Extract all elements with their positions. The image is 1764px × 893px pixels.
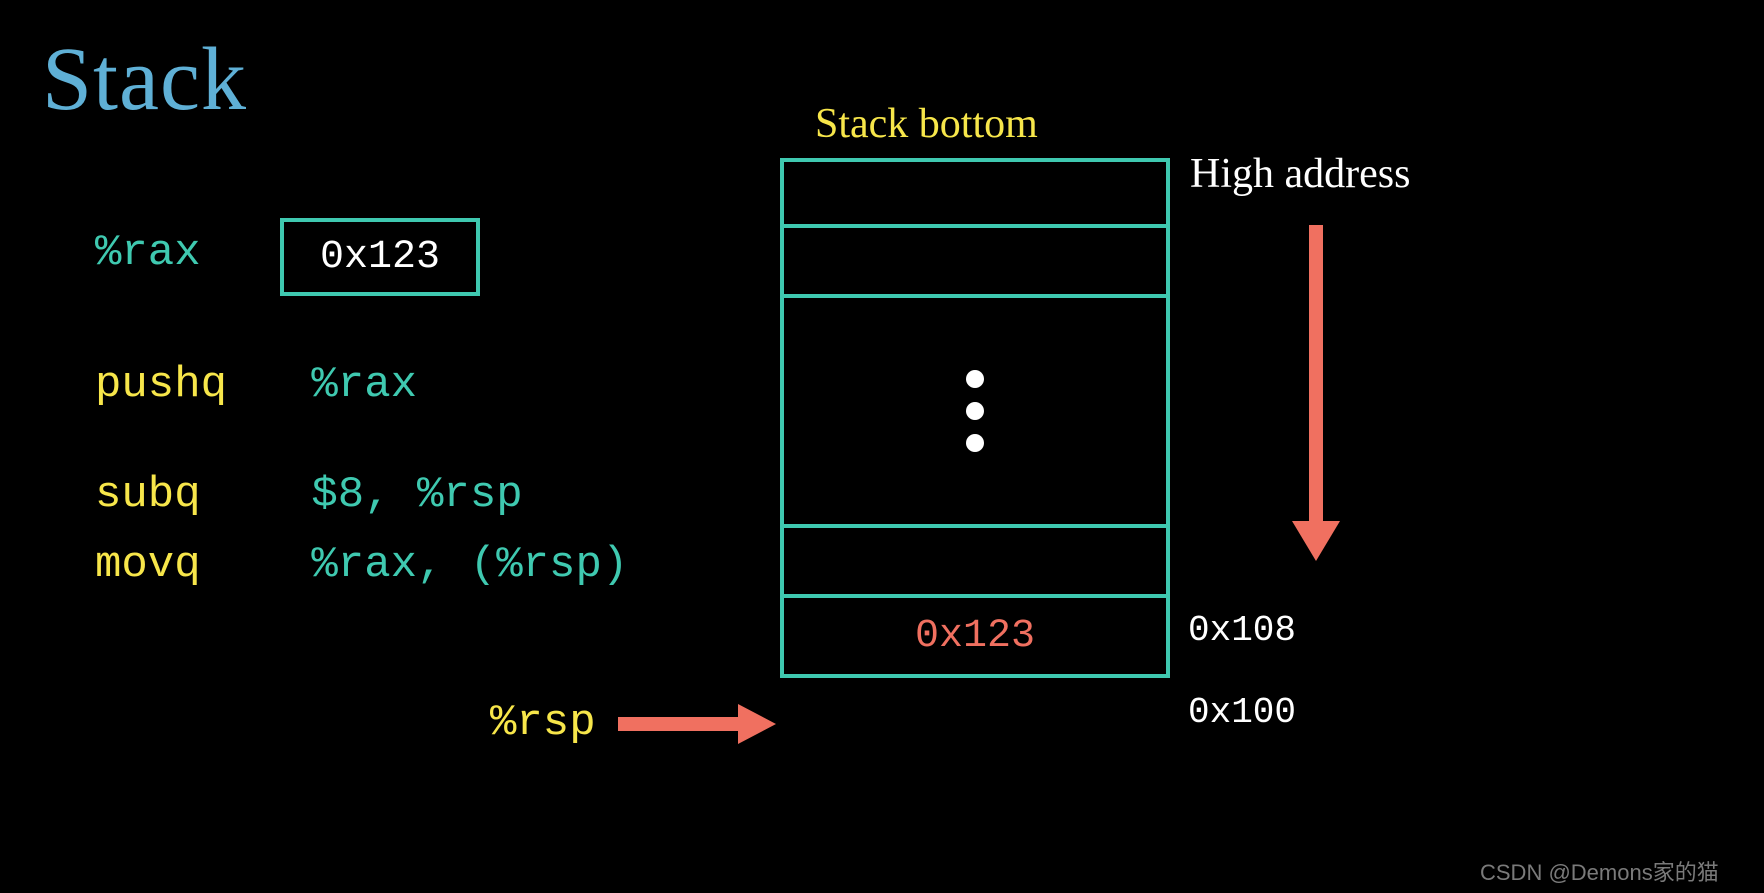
dot-icon xyxy=(966,370,984,388)
stack-box: 0x123 xyxy=(780,158,1170,678)
instr-args: $8, %rsp xyxy=(311,470,522,520)
stack-cell-4: 0x123 xyxy=(780,598,1170,678)
stack-cell-ellipsis xyxy=(780,298,1170,528)
addr-label-0x100: 0x100 xyxy=(1188,692,1296,733)
dot-icon xyxy=(966,434,984,452)
rsp-label: %rsp xyxy=(490,698,596,748)
ellipsis-dots xyxy=(784,298,1166,524)
stack-cell-1 xyxy=(780,228,1170,298)
stack-cell-value: 0x123 xyxy=(784,598,1166,674)
instr-args: %rax xyxy=(311,360,417,410)
register-value-box: 0x123 xyxy=(280,218,480,296)
instr-op: movq xyxy=(95,540,285,590)
register-value: 0x123 xyxy=(320,235,440,280)
down-arrow-icon xyxy=(1286,225,1346,565)
stack-cell-3 xyxy=(780,528,1170,598)
instr-args: %rax, (%rsp) xyxy=(311,540,628,590)
page-title: Stack xyxy=(42,28,247,131)
diagram-canvas: Stack %rax 0x123 pushq %rax subq $8, %rs… xyxy=(0,0,1764,893)
addr-label-0x108: 0x108 xyxy=(1188,610,1296,651)
instr-movq: movq %rax, (%rsp) xyxy=(95,540,628,590)
watermark-text: CSDN @Demons家的猫 xyxy=(1480,855,1719,887)
instr-subq: subq $8, %rsp xyxy=(95,470,523,520)
rsp-arrow-icon xyxy=(618,700,778,748)
instr-op: subq xyxy=(95,470,285,520)
register-label-rax: %rax xyxy=(95,228,201,278)
stack-cell-0 xyxy=(780,158,1170,228)
instr-op: pushq xyxy=(95,360,285,410)
dot-icon xyxy=(966,402,984,420)
high-address-label: High address xyxy=(1190,150,1410,198)
stack-bottom-label: Stack bottom xyxy=(815,100,1038,148)
instr-pushq: pushq %rax xyxy=(95,360,417,410)
